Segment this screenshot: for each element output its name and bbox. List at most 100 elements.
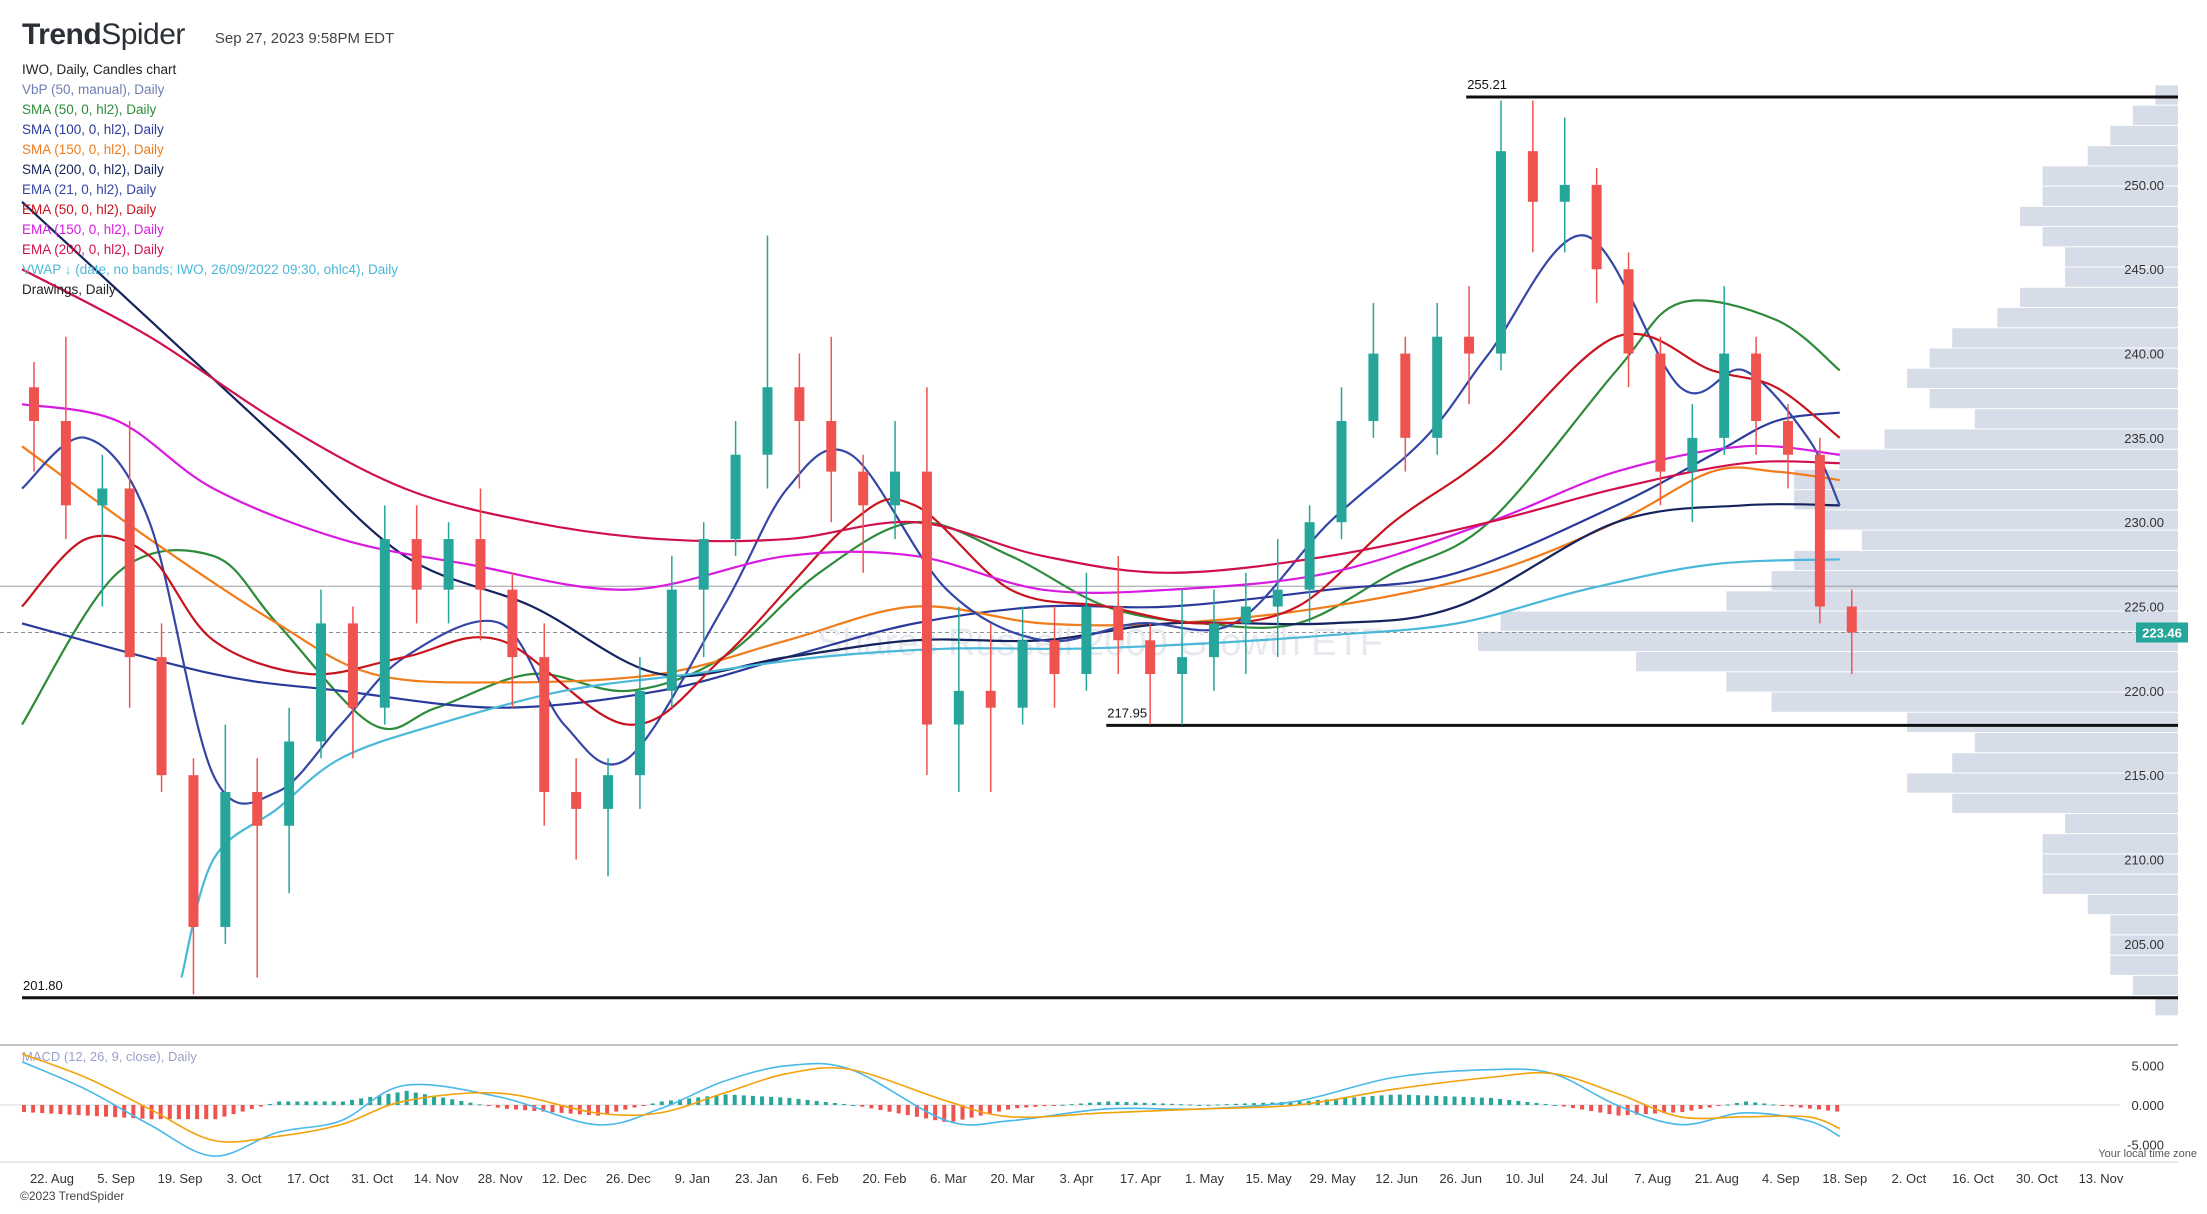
vbp-bar xyxy=(1636,652,2178,672)
legend-entry[interactable]: SMA (200, 0, hl2), Daily xyxy=(22,162,164,177)
candle-body xyxy=(1304,522,1315,590)
level-label: 201.80 xyxy=(23,978,63,993)
legend-entry[interactable]: VbP (50, manual), Daily xyxy=(22,82,165,97)
macd-histogram-bar xyxy=(1461,1096,1466,1105)
macd-histogram-bar xyxy=(1088,1102,1093,1105)
legend-entry[interactable]: EMA (200, 0, hl2), Daily xyxy=(22,242,164,257)
vbp-bar xyxy=(1929,348,2178,368)
macd-histogram-bar xyxy=(459,1100,464,1105)
vbp-bar xyxy=(1952,753,2178,773)
macd-histogram-bar xyxy=(1725,1104,1730,1106)
macd-histogram-bar xyxy=(1479,1097,1484,1105)
candle-body xyxy=(284,741,295,826)
macd-histogram-bar xyxy=(104,1105,109,1117)
candle-body xyxy=(252,792,263,826)
candle-body xyxy=(156,657,167,776)
vbp-bar xyxy=(1726,591,2178,611)
macd-histogram-bar xyxy=(668,1100,673,1105)
macd-histogram-bar xyxy=(331,1101,336,1105)
legend-entry[interactable]: VWAP ↓ (date, no bands; IWO, 26/09/2022 … xyxy=(22,262,398,277)
candle-body xyxy=(379,539,390,708)
legend-entry[interactable]: EMA (150, 0, hl2), Daily xyxy=(22,222,164,237)
macd-histogram-bar xyxy=(969,1105,974,1118)
series-line xyxy=(21,200,1840,678)
macd-histogram-bar xyxy=(368,1096,373,1105)
macd-histogram-bar xyxy=(623,1105,628,1110)
x-tick-label: 26. Jun xyxy=(1439,1171,1482,1186)
vbp-bar xyxy=(1952,793,2178,813)
macd-histogram-bar xyxy=(1671,1105,1676,1113)
macd-histogram-bar xyxy=(340,1101,345,1105)
macd-histogram-bar xyxy=(1352,1097,1357,1105)
legend-entry[interactable]: IWO, Daily, Candles chart xyxy=(22,62,177,77)
macd-histogram-bar xyxy=(1361,1096,1366,1105)
macd-histogram-bar xyxy=(286,1101,291,1105)
macd-histogram-bar xyxy=(832,1102,837,1105)
macd-histogram-bar xyxy=(176,1105,181,1120)
candle-body xyxy=(1145,640,1156,674)
vbp-bar xyxy=(1478,631,2178,652)
x-tick-label: 30. Oct xyxy=(2016,1171,2058,1186)
x-tick-label: 20. Feb xyxy=(862,1171,906,1186)
vbp-bar xyxy=(1771,692,2178,712)
vbp-bar xyxy=(1771,571,2178,591)
macd-panel: MACD (12, 26, 9, close), Daily 5.000 0.000… xyxy=(0,1049,2164,1157)
macd-histogram-bar xyxy=(1452,1096,1457,1105)
macd-histogram-bar xyxy=(1470,1097,1475,1105)
macd-histogram-bar xyxy=(486,1105,491,1107)
legend-entry[interactable]: EMA (50, 0, hl2), Daily xyxy=(22,202,157,217)
last-price-badge xyxy=(2136,622,2188,643)
macd-histogram-bar xyxy=(1498,1098,1503,1105)
macd-histogram-bar xyxy=(1297,1101,1302,1105)
macd-histogram-bar xyxy=(732,1094,737,1105)
vbp-bar xyxy=(2065,247,2178,267)
vbp-bar xyxy=(2042,834,2178,854)
x-tick-label: 12. Dec xyxy=(542,1171,587,1186)
legend-entry[interactable]: SMA (100, 0, hl2), Daily xyxy=(22,122,164,137)
x-tick-label: 31. Oct xyxy=(351,1171,393,1186)
candle-body xyxy=(1623,269,1634,354)
macd-histogram-bar xyxy=(1589,1105,1594,1112)
candle-body xyxy=(1208,623,1219,658)
legend-entry[interactable]: SMA (150, 0, hl2), Daily xyxy=(22,142,164,157)
macd-histogram-bar xyxy=(94,1105,99,1117)
x-tick-label: 1. May xyxy=(1185,1171,1225,1186)
macd-histogram-bar xyxy=(860,1105,865,1107)
legend-entry[interactable]: SMA (50, 0, hl2), Daily xyxy=(22,102,157,117)
vbp-bar xyxy=(2042,874,2178,894)
macd-histogram-bar xyxy=(641,1105,646,1106)
macd-histogram-bar xyxy=(1170,1103,1175,1105)
macd-histogram-bar xyxy=(31,1105,36,1113)
candle-body xyxy=(730,454,741,540)
vbp-bar xyxy=(2042,854,2178,874)
macd-y-tick: 5.000 xyxy=(2131,1059,2164,1074)
macd-histogram-bar xyxy=(705,1096,710,1105)
macd-histogram-bar xyxy=(1324,1099,1329,1105)
legend-entry[interactable]: Drawings, Daily xyxy=(22,282,116,297)
macd-histogram-bar xyxy=(514,1105,519,1110)
macd-histogram-bar xyxy=(277,1101,282,1105)
level-label: 217.95 xyxy=(1107,705,1147,720)
x-tick-label: 7. Aug xyxy=(1634,1171,1671,1186)
candle-body xyxy=(1464,336,1475,354)
legend-entry[interactable]: EMA (21, 0, hl2), Daily xyxy=(22,182,157,197)
vbp-bar xyxy=(2065,813,2178,834)
vbp-bar xyxy=(2019,206,2178,227)
candle-body xyxy=(1177,657,1188,674)
macd-histogram-bar xyxy=(85,1105,90,1116)
macd-histogram-bar xyxy=(1434,1095,1439,1105)
candle-body xyxy=(411,539,422,590)
vbp-bar xyxy=(1974,733,2178,753)
macd-histogram-bar xyxy=(1662,1105,1667,1114)
macd-histogram-bar xyxy=(1334,1098,1339,1105)
macd-histogram-bar xyxy=(1807,1105,1812,1109)
macd-histogram-bar xyxy=(823,1101,828,1105)
trendspider-logo[interactable]: TrendSpider xyxy=(22,18,185,52)
macd-histogram-bar xyxy=(787,1097,792,1105)
macd-histogram-bar xyxy=(1197,1104,1202,1106)
macd-histogram-bar xyxy=(1607,1105,1612,1115)
y-tick-label: 220.00 xyxy=(2124,684,2164,699)
macd-histogram-bar xyxy=(1488,1097,1493,1105)
macd-histogram-bar xyxy=(240,1105,245,1112)
vbp-bar xyxy=(1907,368,2178,388)
